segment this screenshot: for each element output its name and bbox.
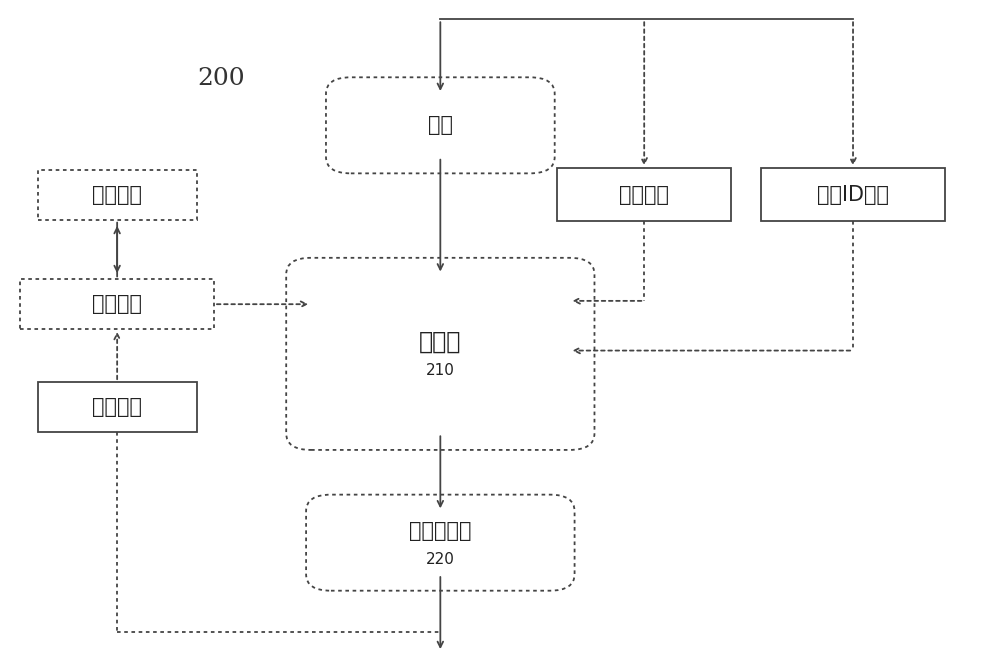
- Text: 处理器: 处理器: [419, 330, 462, 354]
- FancyBboxPatch shape: [761, 168, 945, 221]
- FancyBboxPatch shape: [38, 382, 197, 432]
- Text: 显示处理器: 显示处理器: [409, 521, 472, 541]
- Text: 210: 210: [426, 363, 455, 378]
- Text: 用户输入: 用户输入: [92, 397, 142, 417]
- Text: 偏好信息: 偏好信息: [92, 294, 142, 314]
- Text: 图像: 图像: [428, 116, 453, 136]
- Text: 目标ID信息: 目标ID信息: [817, 185, 889, 205]
- Text: 220: 220: [426, 552, 455, 566]
- Text: 分割信息: 分割信息: [619, 185, 669, 205]
- FancyBboxPatch shape: [306, 494, 575, 591]
- Text: 配置文件: 配置文件: [92, 185, 142, 205]
- FancyBboxPatch shape: [20, 279, 214, 329]
- FancyBboxPatch shape: [286, 258, 594, 450]
- FancyBboxPatch shape: [38, 170, 197, 220]
- Text: 200: 200: [198, 67, 245, 90]
- FancyBboxPatch shape: [557, 168, 731, 221]
- FancyBboxPatch shape: [326, 77, 555, 174]
